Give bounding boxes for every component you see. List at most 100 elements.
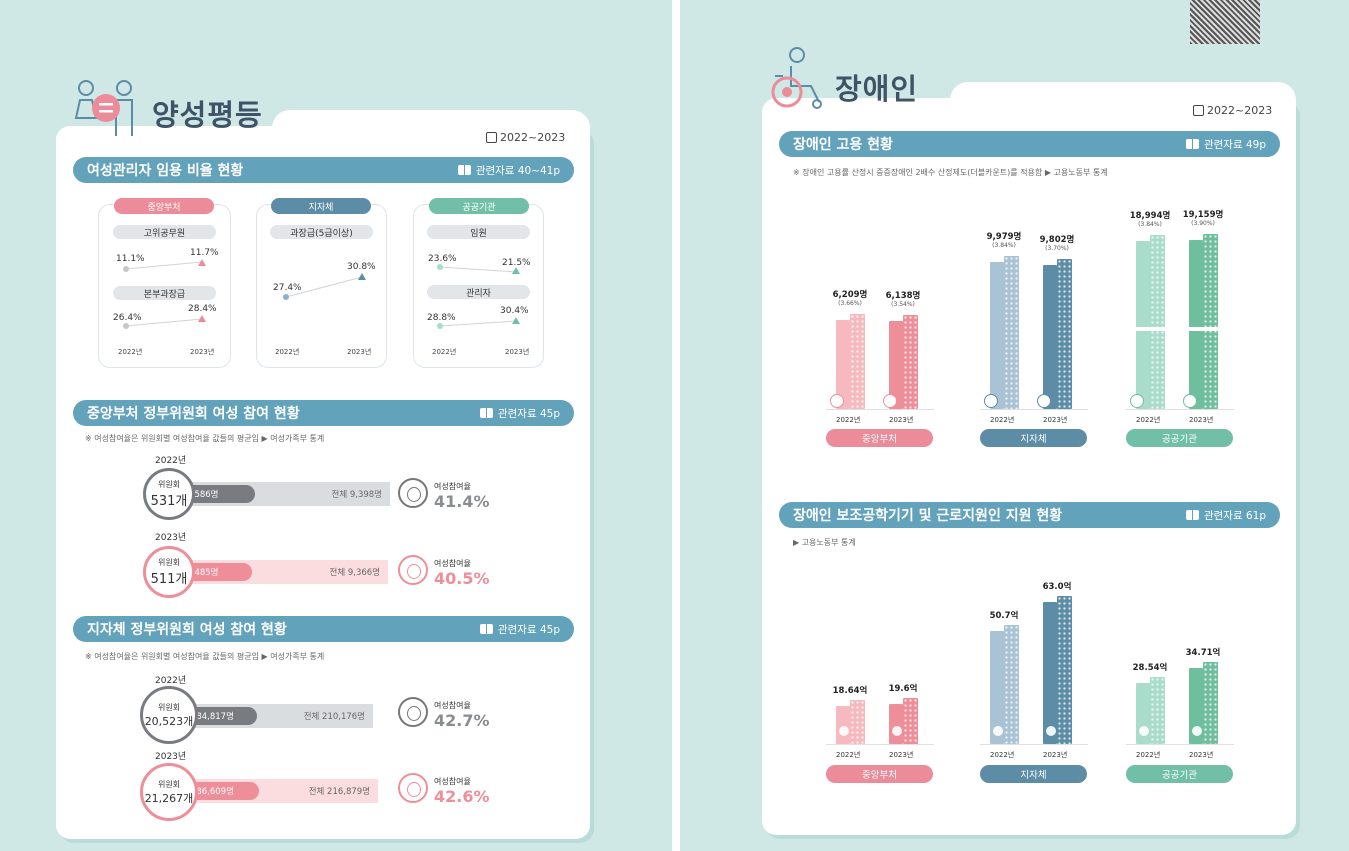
bar-building bbox=[1004, 256, 1019, 409]
baseline bbox=[980, 409, 1088, 410]
rate-value: 42.7% bbox=[434, 711, 490, 730]
coin-icon bbox=[1192, 726, 1202, 736]
book-icon bbox=[479, 624, 493, 634]
year-label: 2023년 bbox=[889, 751, 914, 759]
year-label: 2022년 bbox=[836, 751, 861, 759]
row-label: 본부과장급 bbox=[113, 286, 216, 300]
year-2022: 2022년 bbox=[275, 348, 300, 356]
data-label: 19,159명 bbox=[1182, 210, 1224, 221]
year-label: 2022년 bbox=[155, 456, 187, 466]
reference-link[interactable]: 관련자료 40~41p bbox=[457, 163, 560, 178]
reference-link[interactable]: 관련자료 49p bbox=[1185, 137, 1266, 152]
data-percent: (3.84%) bbox=[1138, 221, 1162, 229]
year-label: 2022년 bbox=[1136, 416, 1161, 424]
rate-value: 41.4% bbox=[434, 492, 490, 511]
group-label: 중앙부처 bbox=[826, 765, 933, 783]
row-label: 과장급(5급이상) bbox=[270, 225, 373, 239]
year-label: 2023년 bbox=[155, 752, 187, 762]
row-label: 임원 bbox=[427, 225, 530, 239]
bar-2022-left bbox=[889, 703, 903, 744]
section-bar-female-managers: 여성관리자 임용 비율 현황 관련자료 40~41p bbox=[73, 157, 574, 183]
data-label: 50.7억 bbox=[989, 610, 1019, 621]
axis-break bbox=[1134, 327, 1168, 331]
page-gutter bbox=[672, 0, 680, 851]
rate-label: 여성참여율 bbox=[434, 701, 471, 710]
bar-2022-left bbox=[1136, 241, 1150, 409]
bar-2022-left bbox=[889, 321, 903, 409]
trend-line bbox=[123, 259, 206, 272]
left-date-range: 2022~2023 bbox=[486, 131, 565, 144]
wheelchair-mark-icon bbox=[830, 394, 844, 408]
value-2023: 21.5% bbox=[502, 258, 531, 268]
reference-link[interactable]: 관련자료 61p bbox=[1185, 508, 1266, 523]
data-label: 63.0억 bbox=[1042, 581, 1072, 592]
participation-bar: 여성 84,817명 전체 210,176명 bbox=[170, 704, 373, 728]
bar-2022-left bbox=[1043, 265, 1057, 409]
year-2022: 2022년 bbox=[432, 348, 457, 356]
total-count: 전체 9,366명 bbox=[329, 568, 381, 578]
group-label: 중앙부처 bbox=[826, 429, 933, 447]
qr-code bbox=[1190, 0, 1260, 44]
committee-count-circle: 위원회 21,267개 bbox=[140, 763, 198, 821]
section-bar-assistive-support: 장애인 보조공학기기 및 근로지원인 지원 현황 관련자료 61p bbox=[779, 502, 1280, 528]
data-label: 19.6억 bbox=[888, 683, 918, 694]
wheelchair-mark-icon bbox=[1037, 394, 1051, 408]
bar-2022-left bbox=[990, 262, 1004, 409]
woman-icon bbox=[398, 555, 428, 585]
bar-building bbox=[850, 700, 865, 744]
coin-icon bbox=[892, 726, 902, 736]
wheelchair-mark-icon bbox=[984, 394, 998, 408]
reference-link[interactable]: 관련자료 45p bbox=[479, 622, 560, 637]
book-icon bbox=[1185, 510, 1199, 520]
footnote: ▶ 고용노동부 통계 bbox=[793, 538, 856, 547]
year-label: 2022년 bbox=[990, 416, 1015, 424]
trend-line bbox=[123, 315, 206, 329]
data-label: 9,802명 bbox=[1039, 235, 1075, 246]
year-2023: 2023년 bbox=[190, 348, 215, 356]
group-label: 공공기관 bbox=[1126, 429, 1233, 447]
total-count: 전체 216,879명 bbox=[308, 787, 370, 797]
data-label: 18.64억 bbox=[832, 686, 868, 697]
card-label-local: 지자체 bbox=[271, 198, 371, 214]
card-label-public: 공공기관 bbox=[429, 198, 529, 214]
year-label: 2022년 bbox=[836, 416, 861, 424]
value-2022: 11.1% bbox=[116, 254, 145, 264]
data-label: 9,979명 bbox=[986, 232, 1022, 243]
book-icon bbox=[457, 165, 471, 175]
year-label: 2023년 bbox=[1189, 751, 1214, 759]
trend-line bbox=[437, 264, 520, 274]
bar-building bbox=[1203, 234, 1218, 409]
bar-building bbox=[1203, 662, 1218, 744]
right-date-range: 2022~2023 bbox=[1193, 104, 1272, 117]
bar-building bbox=[1004, 624, 1019, 744]
calendar-icon bbox=[1193, 105, 1204, 116]
wheelchair-mark-icon bbox=[883, 394, 897, 408]
year-2023: 2023년 bbox=[505, 348, 530, 356]
data-percent: (3.54%) bbox=[891, 301, 915, 309]
bar-2022-left bbox=[990, 630, 1004, 744]
value-2022: 26.4% bbox=[113, 313, 142, 323]
bar-building bbox=[1150, 235, 1165, 409]
card-label-central: 중앙부처 bbox=[114, 198, 214, 214]
wheelchair-mark-icon bbox=[1183, 394, 1197, 408]
group-label: 지자체 bbox=[980, 429, 1087, 447]
data-label: 18,994명 bbox=[1129, 211, 1171, 222]
group-label: 지자체 bbox=[980, 765, 1087, 783]
year-2022: 2022년 bbox=[118, 348, 143, 356]
total-count: 전체 210,176명 bbox=[303, 712, 365, 722]
book-icon bbox=[1185, 139, 1199, 149]
value-2023: 30.8% bbox=[347, 262, 376, 272]
data-label: 6,209명 bbox=[832, 290, 868, 300]
bar-building bbox=[850, 314, 865, 409]
bar-building bbox=[1150, 676, 1165, 744]
data-label: 6,138명 bbox=[885, 291, 921, 302]
bar-2022-left bbox=[836, 320, 850, 409]
book-icon bbox=[479, 408, 493, 418]
data-percent: (3.84%) bbox=[992, 242, 1016, 250]
woman-icon bbox=[398, 478, 428, 508]
committee-count-circle: 위원회 531개 bbox=[143, 468, 195, 520]
gender-equality-icon bbox=[72, 78, 138, 138]
section-bar-central-committee: 중앙부처 정부위원회 여성 참여 현황 관련자료 45p bbox=[73, 400, 574, 426]
reference-link[interactable]: 관련자료 45p bbox=[479, 406, 560, 421]
trend-line bbox=[283, 273, 366, 300]
